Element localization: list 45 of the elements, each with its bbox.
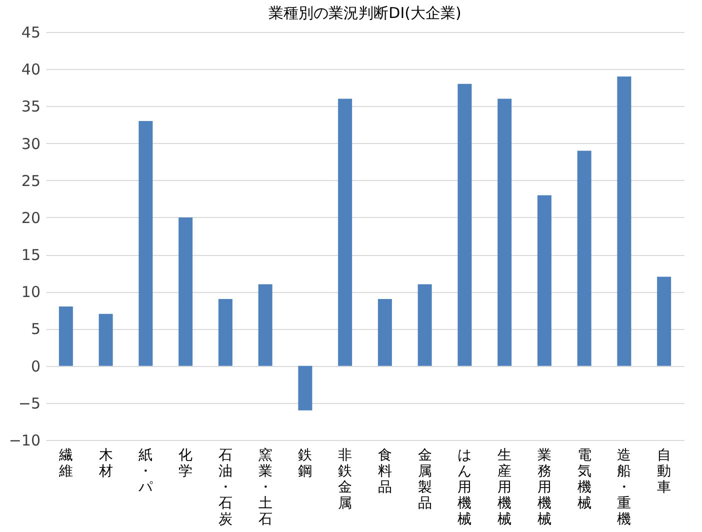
x-tick-label: 繊維 bbox=[58, 448, 73, 480]
y-tick-label: 15 bbox=[21, 246, 40, 264]
bar bbox=[218, 299, 232, 366]
bar bbox=[617, 76, 632, 366]
y-tick-label: 10 bbox=[21, 283, 40, 302]
x-tick-label: 石油・石炭 bbox=[218, 448, 232, 528]
chart-title: 業種別の業況判断DI(大企業) bbox=[268, 4, 462, 22]
bar bbox=[338, 98, 352, 366]
y-tick-label: 35 bbox=[21, 98, 40, 116]
y-tick-label: 20 bbox=[21, 208, 40, 227]
x-tick-label: 電気機械 bbox=[577, 448, 592, 512]
y-tick-label: 25 bbox=[21, 172, 40, 190]
bar bbox=[138, 121, 153, 366]
x-tick-label: 自動車 bbox=[657, 448, 672, 496]
x-tick-label: 鉄鋼 bbox=[298, 448, 312, 480]
x-tick-label: 生産用機械 bbox=[498, 448, 512, 528]
x-tick-label: 木材 bbox=[98, 448, 113, 480]
y-tick-label: 5 bbox=[30, 320, 40, 338]
x-tick-label: 化学 bbox=[178, 448, 193, 480]
bar bbox=[258, 284, 272, 366]
x-tick-label: 造船・重機 bbox=[617, 448, 632, 528]
x-tick-label: 金属製品 bbox=[418, 448, 432, 512]
y-tick-label: 40 bbox=[21, 60, 40, 79]
y-tick-label: 45 bbox=[21, 24, 40, 42]
bar bbox=[577, 150, 592, 366]
x-tick-label: 紙・パ bbox=[138, 448, 154, 496]
y-tick-label: −10 bbox=[8, 432, 40, 450]
y-tick-label: 30 bbox=[21, 134, 40, 153]
x-tick-label: 業務用機械 bbox=[537, 448, 552, 528]
bar bbox=[418, 284, 432, 366]
x-tick-label: 非鉄金属 bbox=[338, 448, 352, 512]
x-tick-label: はん用機械 bbox=[458, 448, 472, 528]
bar bbox=[298, 366, 312, 410]
y-tick-label: 0 bbox=[30, 357, 40, 376]
bar bbox=[537, 195, 552, 366]
bar bbox=[458, 84, 472, 366]
bar bbox=[498, 98, 512, 366]
x-tick-label: 食料品 bbox=[378, 448, 392, 496]
bar bbox=[58, 306, 73, 366]
bar bbox=[657, 276, 672, 366]
x-tick-label: 窯業・土石 bbox=[258, 448, 272, 528]
bar bbox=[378, 299, 392, 366]
bar bbox=[98, 314, 113, 366]
bar bbox=[178, 217, 193, 366]
y-tick-label: −5 bbox=[18, 394, 40, 412]
